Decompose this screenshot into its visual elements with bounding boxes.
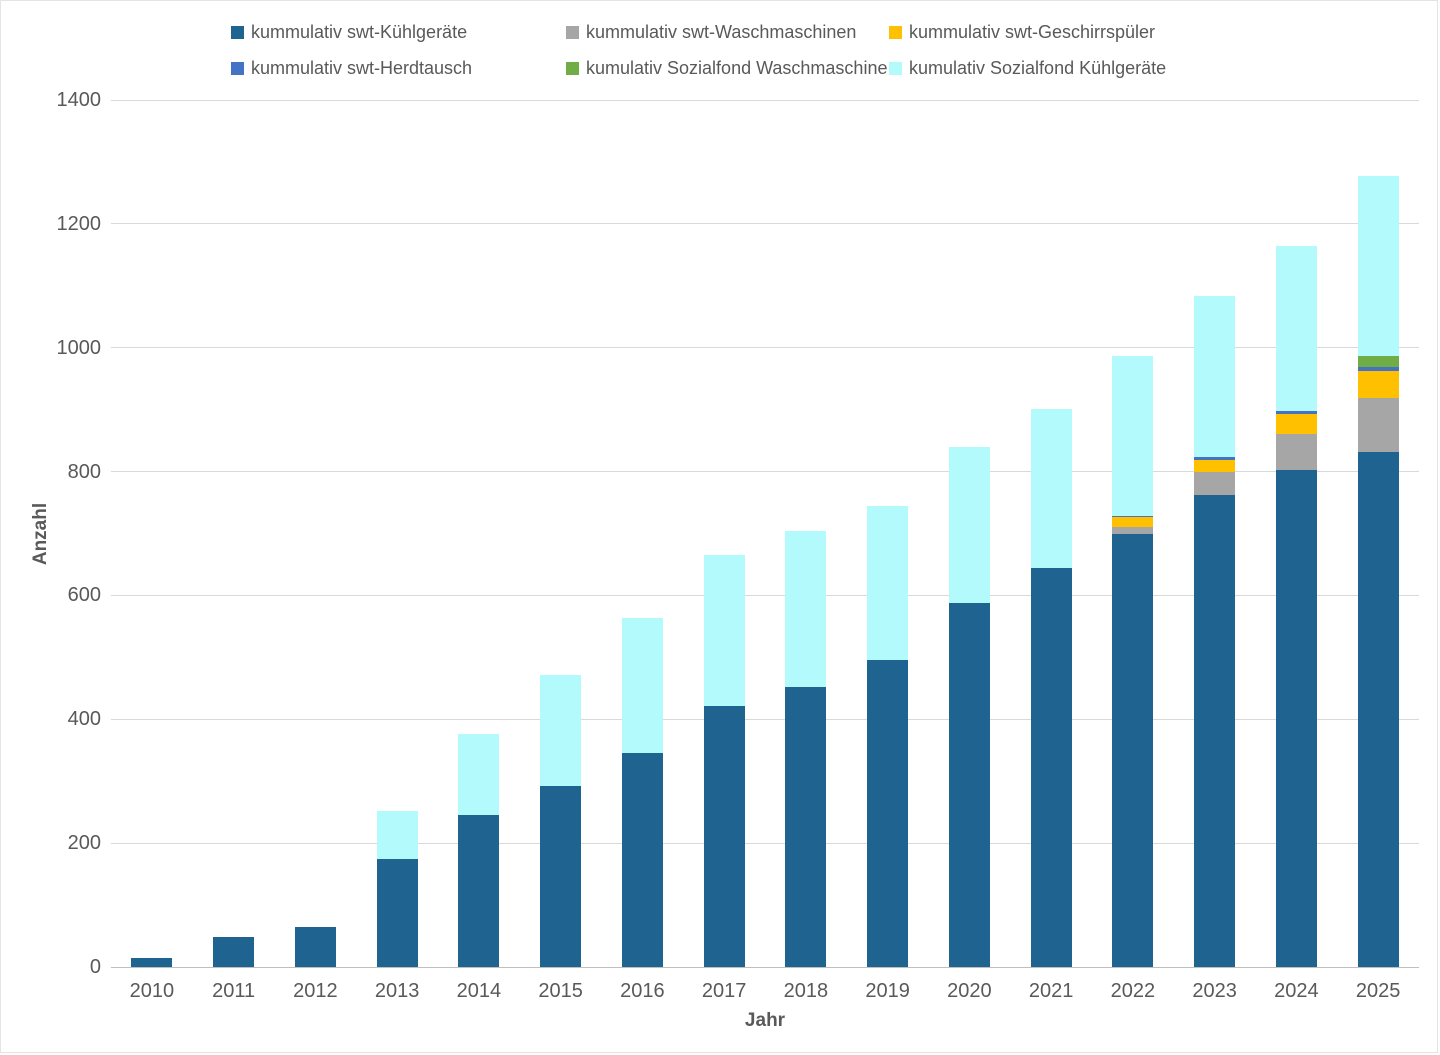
legend-item-0: kummulativ swt-Kühlgeräte — [231, 22, 467, 42]
legend-swatch-icon — [231, 25, 244, 39]
x-tick-label-2020: 2020 — [947, 980, 992, 1002]
bar-segment-2024 — [1275, 434, 1317, 470]
legend-item-3: kummulativ swt-Herdtausch — [231, 58, 472, 78]
x-tick-label-2014: 2014 — [456, 980, 502, 1002]
bar-segment-2025 — [1357, 451, 1399, 967]
gridline-y-800 — [111, 471, 1419, 473]
x-tick-label-2021: 2021 — [1028, 980, 1074, 1002]
bar-segment-2013 — [376, 810, 418, 860]
bar-segment-2023 — [1194, 459, 1236, 472]
legend-item-4: kumulativ Sozialfond Waschmaschine — [566, 58, 887, 78]
bar-segment-2022 — [1112, 526, 1154, 535]
bar-segment-2018 — [785, 531, 827, 688]
bar-segment-2017 — [703, 705, 745, 967]
legend-swatch-icon — [566, 25, 579, 39]
bar-segment-2021 — [1030, 409, 1072, 569]
bar-segment-2023 — [1194, 296, 1236, 457]
legend-label: kumulativ Sozialfond Kühlgeräte — [909, 58, 1167, 78]
bar-segment-2021 — [1030, 568, 1072, 967]
bar-segment-2025 — [1357, 397, 1399, 452]
bar-segment-2024 — [1275, 469, 1317, 967]
legend-label: kummulativ swt-Waschmaschinen — [586, 22, 857, 42]
gridline-y-1400 — [111, 99, 1419, 101]
x-tick-label-2023: 2023 — [1192, 980, 1237, 1002]
legend-label: kummulativ swt-Kühlgeräte — [251, 22, 468, 42]
legend-swatch-icon — [231, 61, 244, 75]
legend-label: kumulativ Sozialfond Waschmaschine — [586, 58, 888, 78]
gridline-y-1000 — [111, 347, 1419, 349]
bar-segment-2019 — [867, 505, 909, 661]
bar-segment-2022 — [1112, 534, 1154, 967]
bar-segment-2016 — [621, 752, 663, 967]
bar-segment-2015 — [540, 675, 582, 786]
y-tick-label: 1400 — [56, 89, 102, 111]
bar-segment-2020 — [948, 446, 990, 604]
legend-item-2: kummulativ swt-Geschirrspüler — [889, 22, 1155, 42]
bar-segment-2018 — [785, 687, 827, 967]
y-tick-label: 600 — [67, 584, 101, 607]
bar-segment-2025 — [1357, 355, 1399, 367]
legend-label: kummulativ swt-Herdtausch — [251, 58, 473, 78]
gridline-y-400 — [111, 718, 1419, 720]
x-tick-label-2017: 2017 — [701, 980, 747, 1002]
bar-segment-2024 — [1275, 410, 1317, 414]
bar-segment-2024 — [1275, 246, 1317, 411]
bar-segment-2022 — [1112, 515, 1154, 517]
gridline-y-200 — [111, 842, 1419, 844]
x-tick-label-2012: 2012 — [293, 980, 338, 1002]
gridline-y-600 — [111, 594, 1419, 596]
bar-segment-2012 — [294, 926, 336, 967]
bar-segment-2025 — [1357, 175, 1399, 356]
x-tick-label-2019: 2019 — [865, 980, 910, 1002]
x-tick-label-2024: 2024 — [1274, 980, 1319, 1002]
bar-segment-2016 — [621, 618, 663, 753]
bar-segment-2022 — [1112, 516, 1154, 527]
bar-segment-2014 — [458, 733, 500, 816]
x-tick-label-2011: 2011 — [212, 980, 256, 1002]
legend-label: kummulativ swt-Geschirrspüler — [909, 22, 1156, 42]
x-axis-title: Jahr — [744, 1010, 786, 1031]
gridline-y-1200 — [111, 223, 1419, 225]
x-tick-label-2016: 2016 — [620, 980, 665, 1002]
y-tick-label: 1000 — [56, 336, 102, 359]
legend-swatch-icon — [566, 61, 579, 75]
y-tick-label: 1200 — [56, 212, 102, 235]
bar-segment-2019 — [867, 660, 909, 967]
bar-segment-2024 — [1275, 413, 1317, 435]
bar-segment-2023 — [1194, 471, 1236, 496]
bar-segment-2011 — [213, 936, 255, 967]
y-tick-label: 800 — [67, 460, 101, 483]
bar-segment-2022 — [1112, 355, 1154, 516]
bar-segment-2025 — [1357, 371, 1399, 398]
bar-segment-2020 — [948, 603, 990, 967]
x-tick-label-2010: 2010 — [129, 980, 175, 1002]
bar-segment-2014 — [458, 815, 500, 967]
x-tick-label-2018: 2018 — [783, 980, 829, 1002]
legend-item-1: kummulativ swt-Waschmaschinen — [566, 22, 856, 42]
bar-segment-2013 — [376, 859, 418, 967]
legend-swatch-icon — [889, 25, 902, 39]
x-tick-label-2013: 2013 — [374, 980, 420, 1002]
bar-segment-2023 — [1194, 495, 1236, 967]
y-axis-title: Anzahl — [30, 502, 51, 565]
y-tick-label: 200 — [67, 832, 101, 855]
gridline-y-0 — [111, 966, 1419, 968]
y-tick-label: 0 — [89, 956, 101, 978]
bar-segment-2015 — [540, 785, 582, 967]
legend-swatch-icon — [889, 61, 902, 75]
bar-segment-2023 — [1194, 456, 1236, 460]
bar-segment-2017 — [703, 555, 745, 706]
x-tick-label-2015: 2015 — [538, 980, 583, 1002]
x-tick-label-2025: 2025 — [1355, 980, 1401, 1002]
bar-segment-2010 — [131, 957, 173, 967]
legend-item-5: kumulativ Sozialfond Kühlgeräte — [889, 58, 1166, 78]
y-tick-label: 400 — [67, 708, 101, 731]
x-tick-label-2022: 2022 — [1110, 980, 1156, 1002]
bar-segment-2025 — [1357, 366, 1399, 372]
